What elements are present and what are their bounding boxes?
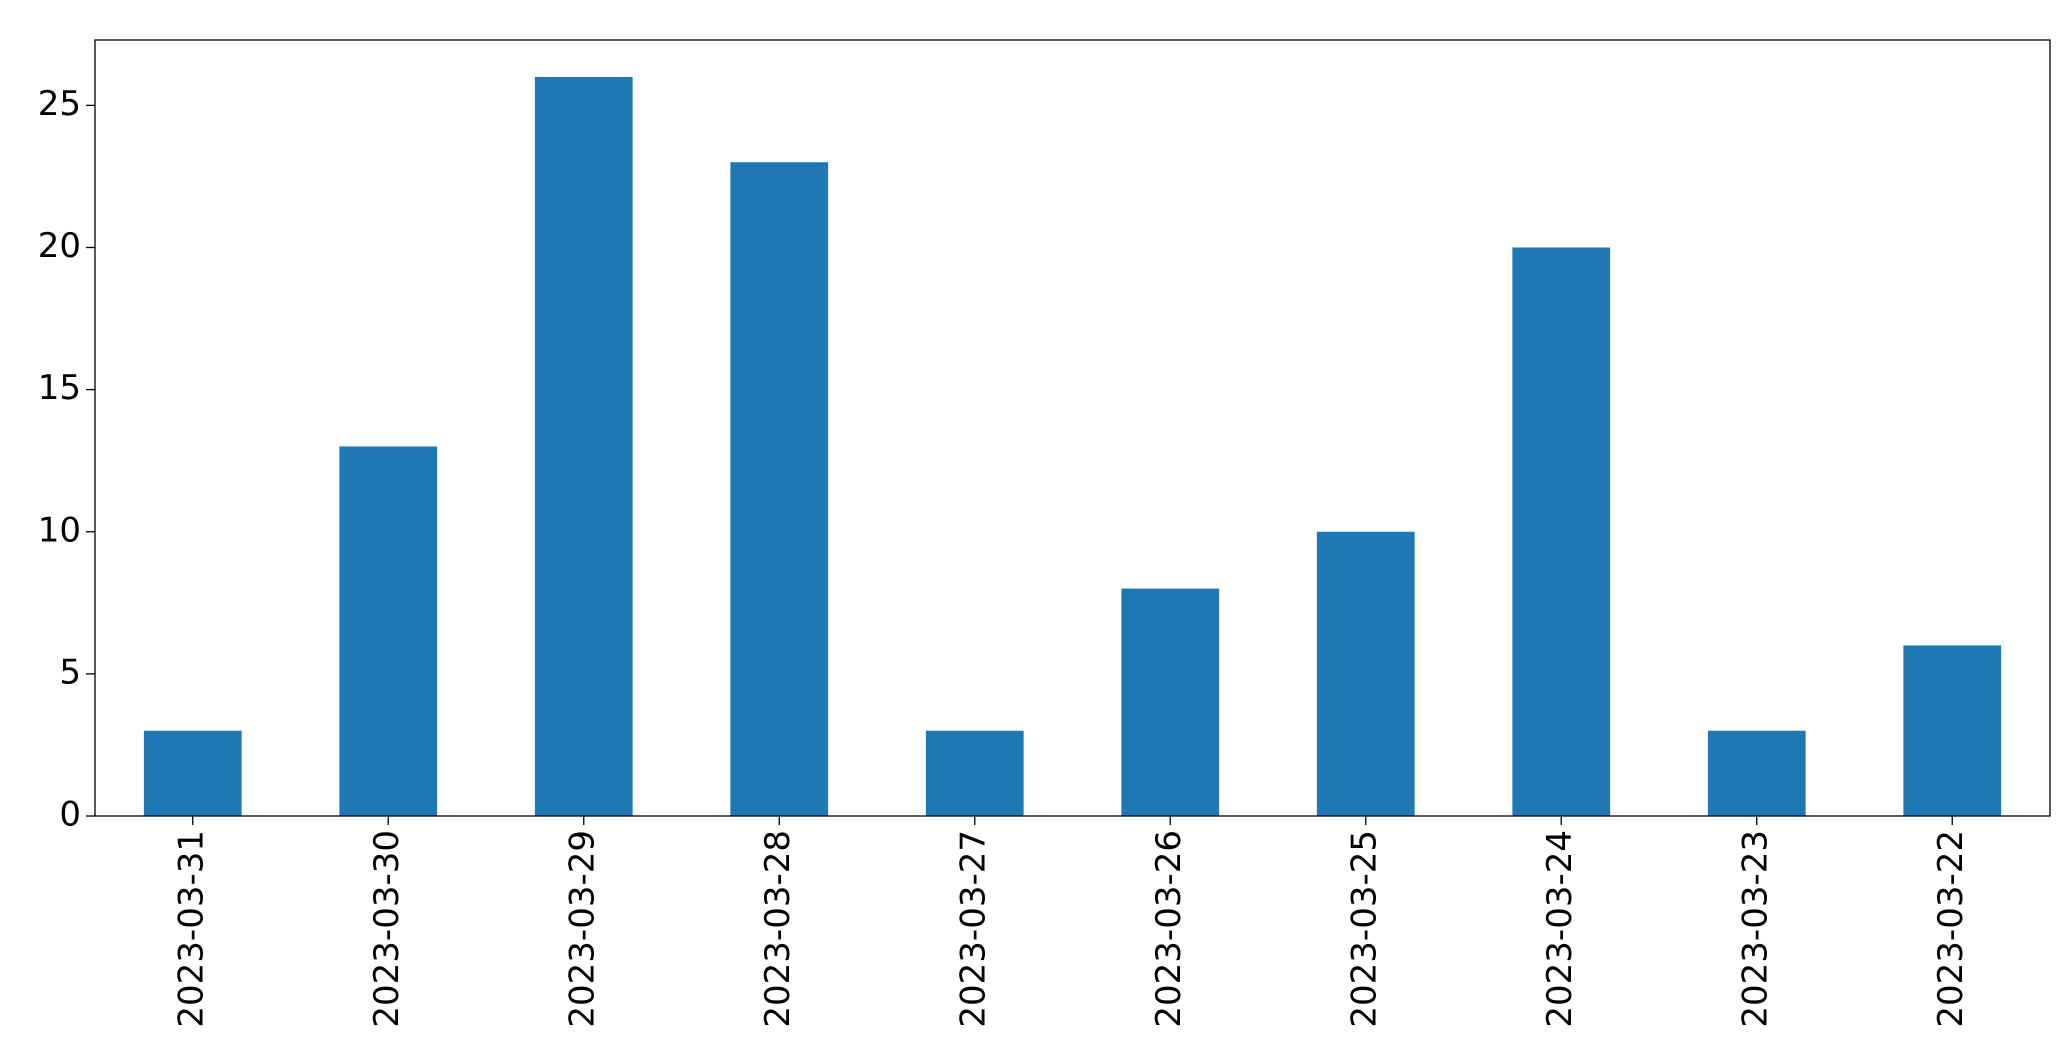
y-tick-label: 10 xyxy=(38,510,81,550)
bar xyxy=(1316,531,1415,816)
y-tick-label: 0 xyxy=(59,795,81,835)
bar xyxy=(534,76,633,816)
x-tick-label: 2023-03-29 xyxy=(562,830,602,1028)
x-tick-label: 2023-03-24 xyxy=(1540,830,1580,1028)
x-tick-label: 2023-03-30 xyxy=(367,830,407,1028)
x-tick-label: 2023-03-22 xyxy=(1931,830,1971,1028)
bar xyxy=(143,730,242,816)
bar xyxy=(730,162,829,816)
bar xyxy=(925,730,1024,816)
bar xyxy=(1512,247,1611,816)
x-tick-label: 2023-03-27 xyxy=(953,830,993,1028)
x-tick-label: 2023-03-31 xyxy=(171,830,211,1028)
y-tick-label: 5 xyxy=(59,652,81,692)
x-tick-label: 2023-03-26 xyxy=(1149,830,1189,1028)
y-tick-label: 20 xyxy=(38,226,81,266)
bar xyxy=(1707,730,1806,816)
y-tick-label: 25 xyxy=(38,84,81,124)
x-tick-label: 2023-03-23 xyxy=(1735,830,1775,1028)
bar xyxy=(1121,588,1220,816)
bar xyxy=(339,446,438,816)
bar xyxy=(1903,645,2002,816)
plot-frame xyxy=(94,39,2051,817)
y-tick-label: 15 xyxy=(38,368,81,408)
x-tick-label: 2023-03-25 xyxy=(1344,830,1384,1028)
x-tick-label: 2023-03-28 xyxy=(758,830,798,1028)
